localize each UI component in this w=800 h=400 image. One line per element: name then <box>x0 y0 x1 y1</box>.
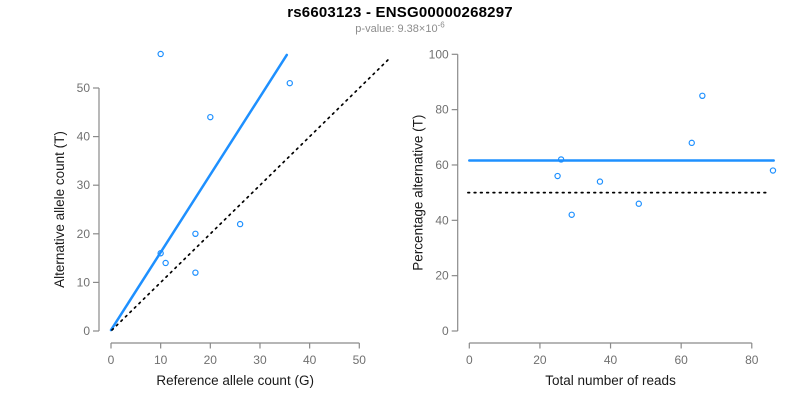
y-tick-label: 0 <box>83 324 90 338</box>
data-point <box>635 200 642 207</box>
x-tick-label: 40 <box>303 353 317 367</box>
x-tick-label: 80 <box>745 353 759 367</box>
y-tick-label: 80 <box>435 103 449 117</box>
y-tick-label: 40 <box>435 213 449 227</box>
regression-line <box>109 53 289 332</box>
p-value-label: p-value: 9.38×10-6 <box>0 20 800 35</box>
right-panel-percentage-alternative-scatter: 0 20 40 60 80 100 0 20 40 60 80 Total number of rea… <box>411 47 777 388</box>
x-tick-label: 0 <box>466 353 473 367</box>
y-tick-label: 30 <box>77 178 91 192</box>
y-axis-title: Percentage alternative (T) <box>411 115 426 271</box>
y-tick-label: 20 <box>77 227 91 241</box>
data-point <box>554 172 561 180</box>
data-point <box>557 156 565 163</box>
figure-title: rs6603123 - ENSG00000268297 <box>287 4 513 21</box>
data-point <box>699 92 706 100</box>
y-tick-label: 10 <box>77 275 91 289</box>
data-point <box>207 113 214 121</box>
x-axis-title: Total number of reads <box>545 373 676 388</box>
left-panel-allele-count-scatter: 0 10 20 30 40 50 0 10 20 30 40 50 Reference allele c… <box>52 50 392 388</box>
p-value-text: p-value: 9.38×10 <box>355 23 438 35</box>
data-point <box>568 211 575 218</box>
data-point <box>192 230 199 237</box>
x-tick-label: 10 <box>154 353 168 367</box>
y-tick-label: 100 <box>429 47 449 61</box>
x-tick-label: 40 <box>604 353 618 367</box>
data-point <box>157 50 164 58</box>
y-tick-label: 0 <box>442 324 449 338</box>
data-point <box>286 79 293 87</box>
data-point <box>162 259 169 267</box>
x-tick-label: 30 <box>253 353 267 367</box>
data-point <box>596 178 604 185</box>
data-point <box>688 139 695 147</box>
data-point <box>192 269 199 276</box>
p-value-exponent: -6 <box>437 20 445 30</box>
data-point <box>769 167 777 174</box>
data-point <box>157 250 164 257</box>
y-axis-title: Alternative allele count (T) <box>52 131 67 288</box>
y-tick-label: 50 <box>77 81 91 95</box>
x-tick-label: 60 <box>674 353 688 367</box>
x-tick-label: 0 <box>108 353 115 367</box>
x-tick-label: 20 <box>533 353 547 367</box>
y-tick-label: 60 <box>435 158 449 172</box>
x-tick-label: 20 <box>204 353 218 367</box>
x-axis-title: Reference allele count (G) <box>156 373 314 388</box>
data-point <box>236 220 244 228</box>
x-tick-label: 50 <box>353 353 367 367</box>
y-tick-label: 20 <box>435 269 449 283</box>
identity-line <box>111 56 392 331</box>
y-tick-label: 40 <box>77 130 91 144</box>
